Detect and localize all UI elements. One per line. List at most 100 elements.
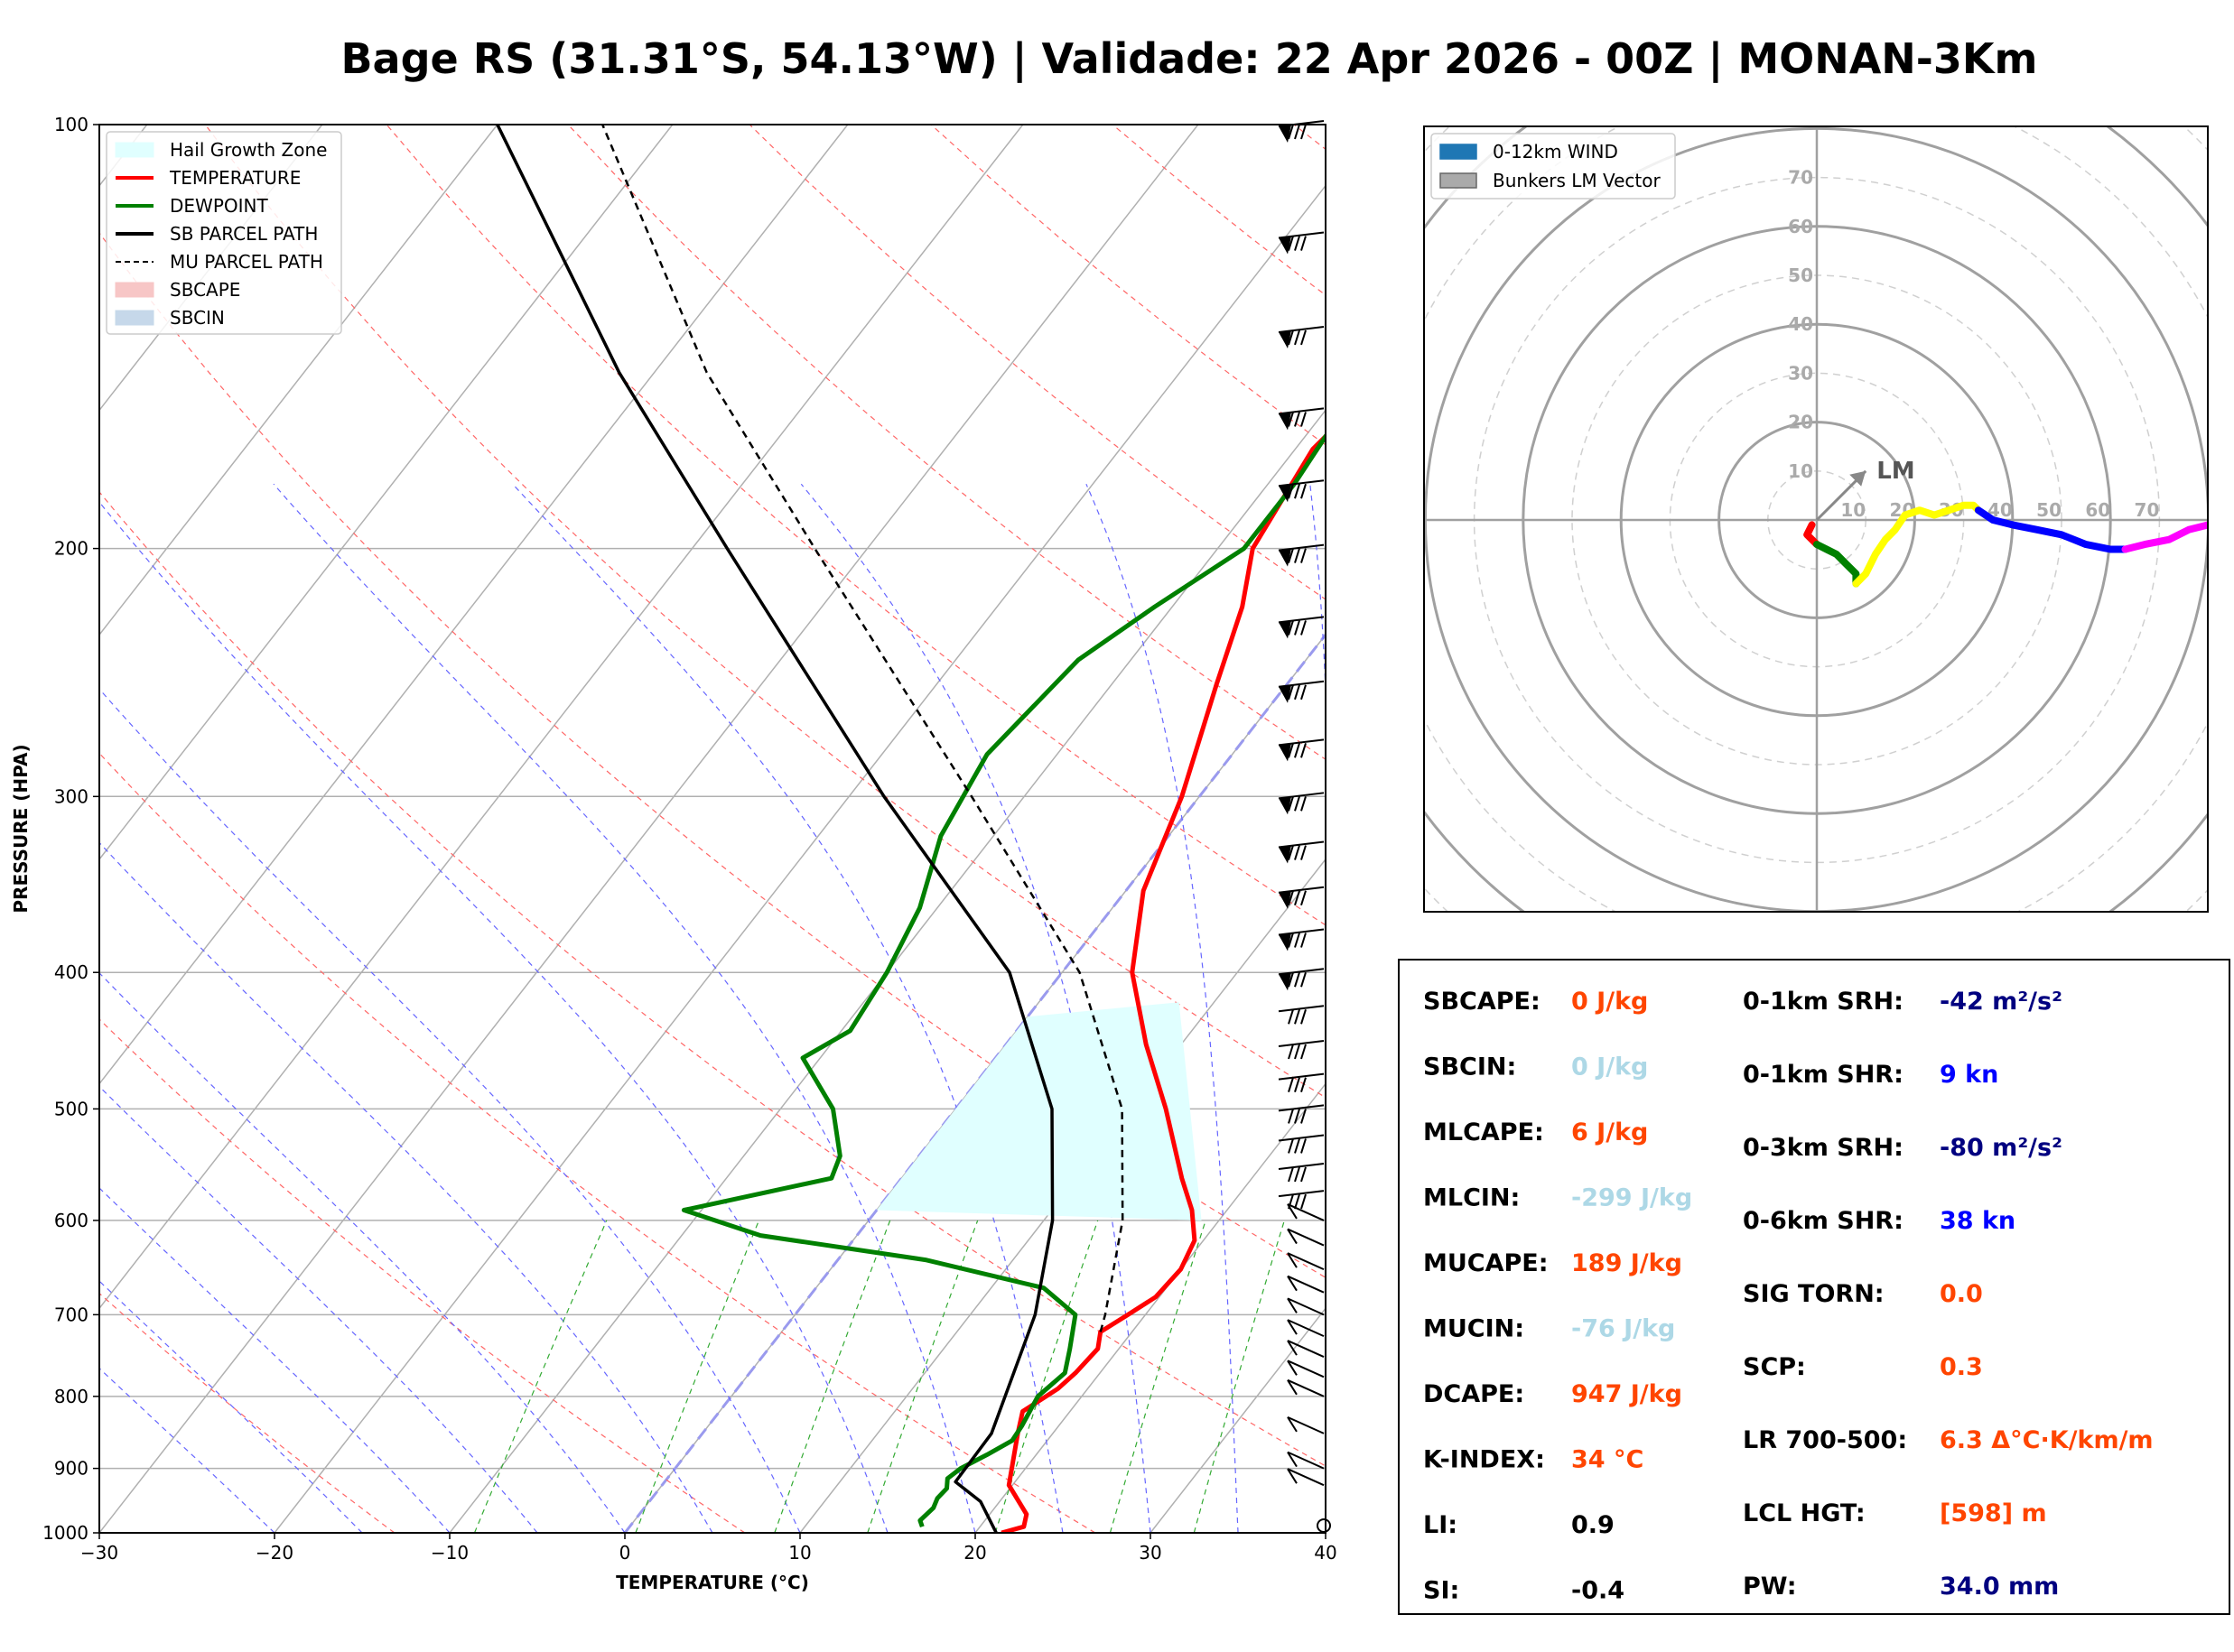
isotherm-line [99, 125, 498, 636]
wind-barb-feather [1300, 845, 1307, 860]
series-temperature [1001, 432, 1326, 1533]
wind-barb-shaft [1278, 1162, 1325, 1170]
moist-adiabat [99, 1280, 363, 1533]
index-value: 0.3 [1940, 1353, 1983, 1381]
hodograph-ring-label: 50 [1788, 265, 1813, 286]
wind-barb-feather [1294, 236, 1300, 251]
wind-barb-feather [1288, 483, 1294, 499]
index-value: [598] m [1940, 1499, 2047, 1527]
isotherm-line [99, 125, 1199, 1533]
moist-adiabat [99, 1187, 451, 1533]
legend-label: SBCAPE [170, 279, 240, 301]
wind-barb-feather [1288, 1008, 1294, 1025]
wind-barb-feather [1300, 329, 1307, 346]
index-label: MUCIN: [1423, 1315, 1524, 1343]
legend-swatch [1439, 172, 1477, 189]
hodograph-ring-label: 40 [1788, 313, 1813, 335]
wind-barb-feather [1300, 1077, 1307, 1092]
index-label: SI: [1423, 1577, 1459, 1605]
wind-barb-feather [1300, 933, 1307, 948]
wind-barb-feather [1287, 1340, 1298, 1356]
wind-barb-shaft [1287, 1275, 1325, 1294]
hodograph-ring-label: 60 [2085, 499, 2110, 521]
wind-barb-feather [1294, 483, 1300, 499]
hodograph-legend: 0-12km WIND Bunkers LM Vector [1430, 133, 1676, 200]
wind-barb-shaft [1278, 1072, 1325, 1081]
index-value: 947 J/kg [1571, 1380, 1682, 1408]
wind-barb-feather [1300, 1044, 1307, 1060]
lm-vector-head [1849, 470, 1866, 487]
wind-barb-feather [1300, 890, 1307, 906]
index-label: K-INDEX: [1423, 1446, 1545, 1474]
wind-barb-feather [1300, 684, 1307, 701]
wind-barb-feather [1288, 329, 1294, 346]
dry-adiabat [386, 125, 1326, 926]
series-dewpoint [681, 432, 1326, 1528]
index-label: MLCIN: [1423, 1184, 1520, 1212]
wind-barb-shaft [1287, 1360, 1325, 1378]
x-tick-label: 10 [788, 1542, 811, 1564]
wind-barb-shaft [1287, 1228, 1325, 1247]
y-axis-title: PRESSURE (HPA) [10, 744, 32, 913]
mixing-ratio-line [867, 1220, 979, 1533]
wind-barb-feather [1287, 1297, 1298, 1313]
wind-barb-feather [1287, 1276, 1298, 1292]
x-tick-label: 30 [1139, 1542, 1161, 1564]
y-tick-label: 600 [54, 1210, 88, 1231]
hodograph-ring-label: 70 [1788, 167, 1813, 189]
hodograph-ring-label: 30 [1788, 362, 1813, 384]
hodograph-frame [1423, 125, 2209, 913]
index-value: 34.0 mm [1940, 1573, 2059, 1601]
x-tick-label: −20 [256, 1542, 293, 1564]
index-label: 0-6km SHR: [1743, 1207, 1904, 1235]
wind-barb-feather [1287, 1252, 1298, 1268]
hodograph-segment [1852, 501, 1982, 588]
mixing-ratio-line [1109, 1220, 1206, 1533]
y-tick-label: 700 [54, 1304, 88, 1325]
hodograph-segment [1813, 541, 1860, 588]
legend-box [1430, 133, 1676, 200]
wind-barb-feather [1300, 1138, 1307, 1154]
skew-t-legend: Hail Growth Zone TEMPERATURE DEWPOINT SB PA… [106, 131, 342, 335]
index-label: LI: [1423, 1511, 1457, 1539]
wind-barb-feather [1294, 124, 1300, 140]
isotherm-line [99, 125, 323, 412]
wind-barb-shaft [1278, 1104, 1325, 1112]
index-value: 9 kn [1940, 1061, 1998, 1089]
wind-barb-feather [1294, 620, 1300, 636]
index-value: 6.3 Δ°C·K/km/m [1940, 1426, 2154, 1454]
wind-barb-feather [1300, 1109, 1307, 1124]
hodograph-ring-label: 50 [2036, 499, 2062, 521]
wind-barb-shaft [1278, 1040, 1325, 1048]
wind-barb-feather [1288, 412, 1294, 427]
wind-barb-feather [1300, 1008, 1307, 1025]
lm-vector-label: LM [1876, 458, 1914, 485]
wind-barb-calm [1317, 1518, 1331, 1533]
skew-t-series [496, 125, 1326, 1533]
wind-barb-feather [1288, 684, 1294, 701]
y-tick-label: 800 [54, 1386, 88, 1407]
wind-barb-shaft [1287, 1203, 1325, 1221]
isotherm-line [99, 125, 674, 861]
wind-barb-shaft [1287, 1252, 1325, 1271]
wind-barb-feather [1294, 1193, 1300, 1210]
wind-barb-feather [1300, 236, 1307, 251]
y-tick-label: 1000 [42, 1522, 88, 1544]
legend-label: Bunkers LM Vector [1493, 170, 1662, 191]
dry-adiabat [99, 1292, 396, 1533]
y-tick-label: 100 [54, 114, 88, 135]
isotherm-line [99, 125, 1024, 1310]
wind-barb-feather [1294, 933, 1300, 948]
index-value: 0 J/kg [1571, 988, 1648, 1016]
hodograph-ring-label: 70 [2135, 499, 2160, 521]
wind-barb-feather [1288, 890, 1294, 906]
wind-barb-feather [1287, 1452, 1298, 1468]
wind-barb-feather [1294, 329, 1300, 346]
wind-barb-feather [1294, 845, 1300, 860]
wind-barb-feather [1288, 933, 1294, 948]
index-value: 0.0 [1940, 1280, 1983, 1308]
y-tick-label: 300 [54, 785, 88, 807]
wind-barb-feather [1287, 1468, 1298, 1484]
wind-barb-feather [1300, 971, 1307, 988]
